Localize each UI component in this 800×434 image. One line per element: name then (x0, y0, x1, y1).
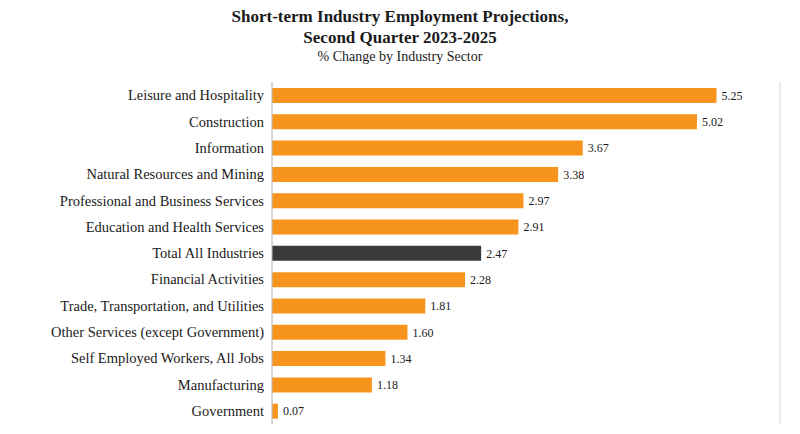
svg-text:3.67: 3.67 (588, 141, 609, 155)
html-text:Second Quarter 2023-2025: Second Quarter 2023-2025 (303, 28, 497, 47)
svg-text:Natural Resources and Mining: Natural Resources and Mining (86, 166, 264, 182)
svg-text:5.25: 5.25 (722, 89, 743, 103)
svg-text:3.38: 3.38 (563, 168, 584, 182)
svg-text:Government: Government (192, 403, 264, 419)
svg-text:2.28: 2.28 (470, 273, 491, 287)
svg-text:1.18: 1.18 (377, 378, 398, 392)
svg-text:Leisure and Hospitality: Leisure and Hospitality (128, 87, 265, 103)
svg-text:Manufacturing: Manufacturing (178, 377, 264, 393)
svg-text:Trade, Transportation, and Uti: Trade, Transportation, and Utilities (60, 298, 264, 314)
svg-text:2.97: 2.97 (528, 194, 549, 208)
svg-text:2.91: 2.91 (523, 220, 544, 234)
svg-text:0.07: 0.07 (283, 404, 304, 418)
svg-text:5.02: 5.02 (702, 115, 723, 129)
svg-text:Information: Information (195, 140, 265, 156)
svg-text:Other Services (except Governm: Other Services (except Government) (51, 324, 264, 341)
svg-text:Financial Activities: Financial Activities (151, 271, 265, 287)
svg-text:Self Employed Workers, All Job: Self Employed Workers, All Jobs (71, 350, 264, 366)
svg-text:1.34: 1.34 (390, 352, 411, 366)
svg-text:2.47: 2.47 (486, 247, 507, 261)
svg-text:Construction: Construction (189, 114, 265, 130)
svg-text:Education and Health Services: Education and Health Services (86, 219, 265, 235)
svg-text:1.81: 1.81 (430, 299, 451, 313)
svg-text:1.60: 1.60 (412, 326, 433, 340)
html-text:% Change by Industry Sector: % Change by Industry Sector (317, 49, 483, 64)
html-text:Short-term Industry Employment: Short-term Industry Employment Projectio… (231, 7, 569, 26)
svg-text:Professional and Business Serv: Professional and Business Services (60, 193, 265, 209)
svg-text:Total All Industries: Total All Industries (152, 245, 264, 261)
